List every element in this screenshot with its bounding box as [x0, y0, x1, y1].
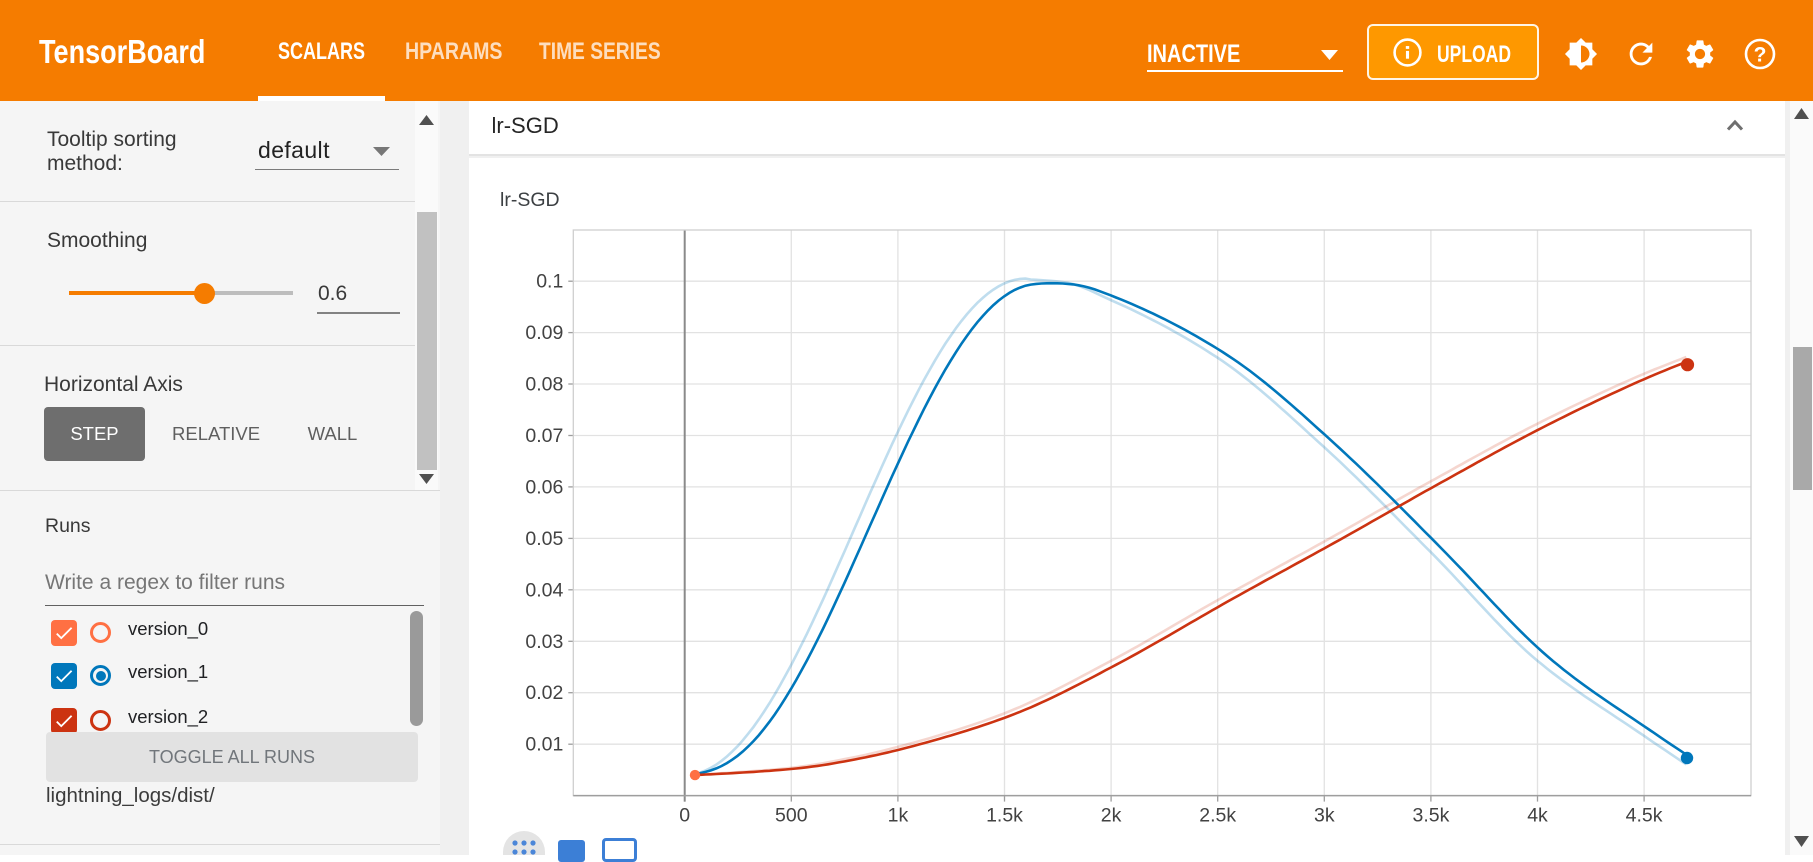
- svg-text:?: ?: [1754, 44, 1767, 67]
